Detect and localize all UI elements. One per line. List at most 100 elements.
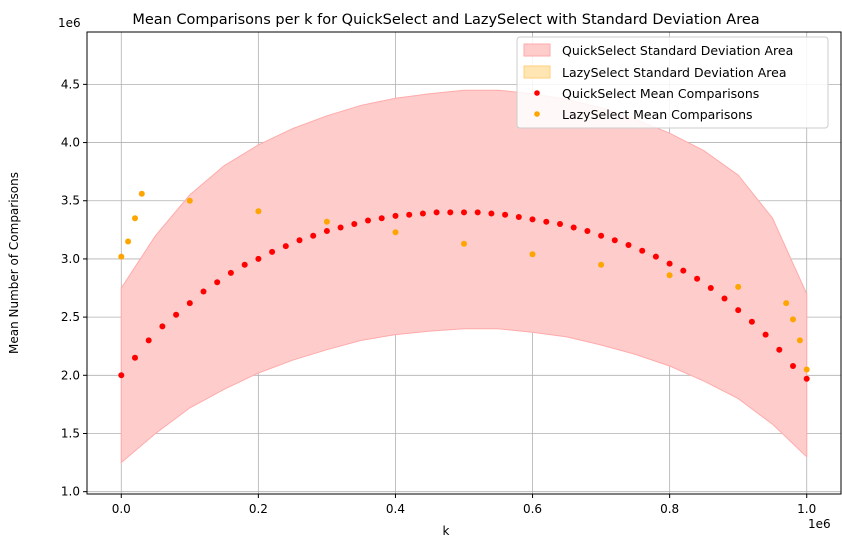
quickselect-point-6 <box>200 288 207 295</box>
legend: QuickSelect Standard Deviation Area Lazy… <box>516 36 829 129</box>
y-ticks: 1.0 1.5 2.0 2.5 3.0 3.5 4.0 4.5 <box>61 77 87 499</box>
lazyselect-point-3 <box>138 190 145 197</box>
quickselect-point-49 <box>790 363 796 369</box>
legend-marker-lazy-points <box>534 111 540 117</box>
quickselect-point-7 <box>214 279 221 286</box>
y-axis-label: Mean Number of Comparisons <box>7 172 21 354</box>
y-offset-text: 1e6 <box>58 16 81 30</box>
quickselect-point-44 <box>721 295 728 302</box>
quickselect-point-26 <box>474 209 481 216</box>
quickselect-point-29 <box>515 214 522 220</box>
quickselect-point-36 <box>611 237 618 244</box>
quickselect-point-20 <box>392 212 399 219</box>
quickselect-point-42 <box>694 275 701 282</box>
quickselect-point-27 <box>488 210 495 217</box>
y-tick-label-3: 2.5 <box>61 310 80 324</box>
quickselect-point-31 <box>543 218 550 225</box>
quickselect-point-14 <box>310 232 317 239</box>
quickselect-point-17 <box>351 221 358 227</box>
quickselect-std-band <box>120 89 808 464</box>
y-tick-label-7: 4.5 <box>61 77 80 91</box>
lazyselect-point-2 <box>132 215 138 222</box>
legend-box <box>516 36 829 129</box>
legend-label-quick-points: QuickSelect Mean Comparisons <box>562 86 759 101</box>
chart-title: Mean Comparisons per k for QuickSelect a… <box>132 12 759 28</box>
quickselect-point-15 <box>323 228 330 234</box>
quickselect-point-2 <box>145 337 152 344</box>
quickselect-point-12 <box>282 243 289 250</box>
quickselect-point-32 <box>557 221 563 227</box>
legend-marker-quick-points <box>534 90 540 96</box>
quickselect-point-40 <box>666 260 673 267</box>
lazyselect-point-6 <box>323 218 330 225</box>
y-tick-label-4: 3.0 <box>61 252 80 266</box>
quickselect-point-19 <box>378 215 385 222</box>
quickselect-point-47 <box>762 331 769 338</box>
x-tick-label-3: 0.6 <box>523 502 542 516</box>
quickselect-std-area <box>120 89 808 464</box>
quickselect-point-33 <box>570 224 577 231</box>
lazyselect-point-5 <box>255 208 262 215</box>
quickselect-point-21 <box>406 211 413 218</box>
y-tick-label-1: 1.5 <box>61 426 80 440</box>
quickselect-point-39 <box>652 253 659 260</box>
quickselect-point-23 <box>433 209 440 216</box>
x-tick-label-2: 0.4 <box>386 502 405 516</box>
lazyselect-point-13 <box>783 300 790 307</box>
x-ticks: 0.0 0.2 0.4 0.6 0.8 1.0 <box>112 494 816 516</box>
quickselect-point-41 <box>680 267 687 274</box>
quickselect-points <box>118 209 810 382</box>
lazyselect-points <box>118 190 810 373</box>
lazyselect-point-11 <box>666 272 673 279</box>
quickselect-point-28 <box>502 211 509 218</box>
quickselect-point-46 <box>748 318 755 325</box>
quickselect-point-43 <box>707 285 714 291</box>
quickselect-point-35 <box>598 232 605 239</box>
x-offset-text: 1e6 <box>808 517 831 531</box>
quickselect-point-1 <box>132 354 138 361</box>
quickselect-point-0 <box>118 372 125 379</box>
legend-swatch-quick-area <box>523 43 551 57</box>
lazyselect-point-15 <box>796 337 803 344</box>
lazyselect-point-16 <box>803 366 810 373</box>
lazyselect-point-4 <box>186 197 193 204</box>
quickselect-point-50 <box>803 375 810 382</box>
legend-label-lazy-points: LazySelect Mean Comparisons <box>562 107 753 122</box>
quickselect-point-37 <box>625 242 632 248</box>
quickselect-point-24 <box>447 209 454 216</box>
y-tick-label-5: 3.5 <box>61 194 80 208</box>
quickselect-point-5 <box>186 300 193 307</box>
lazyselect-point-9 <box>529 251 536 258</box>
quickselect-point-3 <box>159 323 166 330</box>
legend-label-quick-area: QuickSelect Standard Deviation Area <box>562 43 793 58</box>
lazyselect-point-10 <box>598 261 605 268</box>
plot-frame <box>86 31 842 495</box>
quickselect-point-18 <box>365 217 371 224</box>
legend-label-lazy-area: LazySelect Standard Deviation Area <box>562 65 787 80</box>
x-tick-label-1: 0.2 <box>249 502 268 516</box>
quickselect-point-25 <box>461 209 467 216</box>
x-axis-label: k <box>443 524 450 538</box>
x-tick-label-0: 0.0 <box>112 502 131 516</box>
x-tick-label-4: 0.8 <box>660 502 679 516</box>
legend-swatch-lazy-area <box>523 65 551 79</box>
lazyselect-point-8 <box>461 240 467 247</box>
quickselect-point-4 <box>173 311 180 318</box>
lazyselect-point-1 <box>125 238 132 245</box>
y-tick-label-6: 4.0 <box>61 136 80 150</box>
quickselect-point-9 <box>241 261 248 268</box>
quickselect-point-13 <box>296 237 303 244</box>
quickselect-point-10 <box>255 255 262 262</box>
quickselect-point-48 <box>776 346 783 353</box>
lazyselect-point-7 <box>392 229 399 236</box>
quickselect-point-16 <box>337 224 344 231</box>
lazyselect-point-12 <box>735 283 742 290</box>
quickselect-point-22 <box>419 210 426 217</box>
lazyselect-point-14 <box>790 316 796 323</box>
quickselect-point-11 <box>269 248 276 255</box>
quickselect-point-8 <box>227 269 234 276</box>
y-tick-label-2: 2.0 <box>61 368 80 382</box>
quickselect-point-38 <box>639 247 646 254</box>
quickselect-point-30 <box>529 216 536 223</box>
